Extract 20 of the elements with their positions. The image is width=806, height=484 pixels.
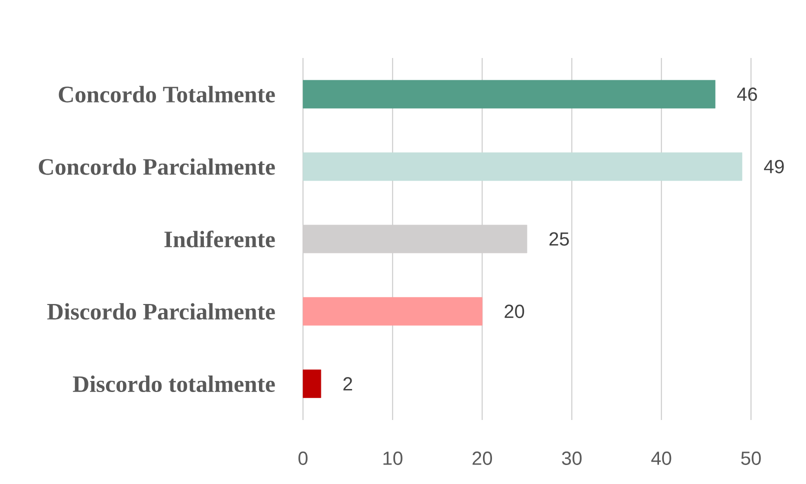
bar [302, 152, 742, 181]
y-tick-label: Discordo totalmente [72, 376, 275, 392]
x-tick-label: 20 [472, 452, 492, 465]
data-label: 46 [737, 87, 757, 101]
y-tick-label: Concordo Parcialmente [38, 158, 275, 175]
data-label: 20 [504, 304, 524, 318]
x-tick-label: 50 [741, 452, 761, 465]
x-tick-label: 40 [651, 452, 672, 465]
x-tick-label: 30 [562, 452, 582, 465]
bar [302, 297, 482, 326]
data-label: 2 [343, 377, 352, 390]
y-tick-label: Indiferente [164, 230, 275, 248]
x-tick-label: 10 [383, 452, 402, 465]
bar [302, 80, 716, 108]
x-tick-label: 0 [298, 452, 308, 465]
data-label: 25 [549, 232, 569, 246]
bar [302, 370, 322, 398]
data-label: 49 [764, 160, 784, 174]
y-tick-label: Concordo Totalmente [58, 86, 275, 102]
y-tick-label: Discordo Parcialmente [47, 303, 275, 320]
